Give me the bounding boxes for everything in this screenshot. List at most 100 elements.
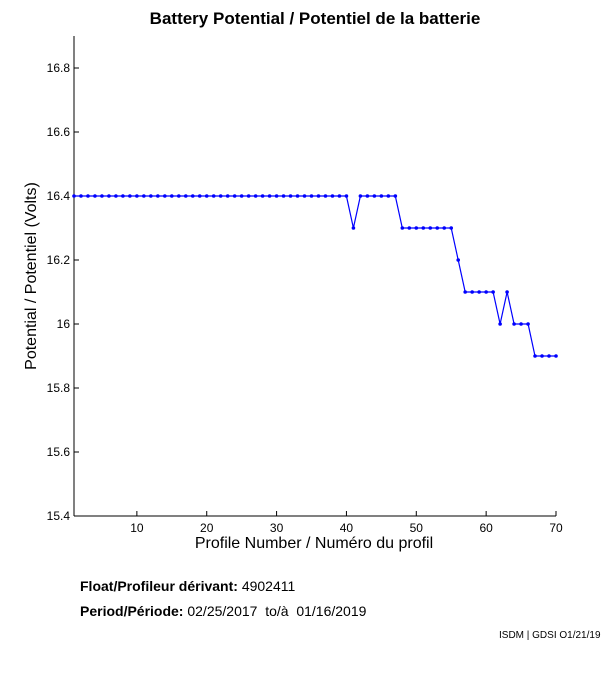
period-info: Period/Période: 02/25/2017 to/à 01/16/20… [80, 603, 366, 619]
data-point [128, 194, 132, 198]
data-point [288, 194, 293, 198]
x-tick-label: 30 [270, 521, 284, 535]
data-point [351, 226, 356, 230]
float-value: 4902411 [241, 578, 296, 594]
data-point [239, 194, 244, 198]
float-label: Float/Profileur dérivant: [80, 578, 238, 594]
data-point [93, 194, 97, 198]
data-point [183, 194, 188, 198]
data-point [121, 194, 125, 198]
data-point [442, 226, 447, 230]
data-point [156, 194, 160, 198]
data-point [484, 290, 488, 294]
data-point [407, 226, 412, 230]
data-point [470, 290, 474, 294]
data-point [519, 322, 523, 326]
x-tick-label: 10 [130, 521, 144, 535]
x-tick-label: 50 [410, 521, 424, 535]
float-info: Float/Profileur dérivant: 4902411 [80, 578, 295, 594]
y-tick-label: 15.4 [47, 509, 71, 523]
data-point [169, 194, 174, 198]
data-point [218, 194, 223, 198]
data-point [176, 194, 181, 198]
data-point [428, 226, 433, 230]
data-point [274, 194, 279, 198]
data-point [491, 290, 495, 294]
data-point [86, 194, 90, 198]
data-point [498, 322, 502, 326]
data-point [246, 194, 251, 198]
data-point [204, 194, 209, 198]
data-point [114, 194, 118, 198]
y-tick-label: 16.6 [47, 125, 71, 139]
x-axis-label: Profile Number / Numéro du profil [195, 535, 433, 552]
data-point [372, 194, 377, 198]
x-tick-label: 20 [200, 521, 214, 535]
data-point [253, 194, 258, 198]
x-tick-label: 70 [549, 521, 563, 535]
y-tick-label: 16 [57, 317, 71, 331]
data-point [379, 194, 384, 198]
x-tick-label: 60 [479, 521, 493, 535]
data-point [512, 322, 516, 326]
data-point [281, 194, 286, 198]
data-point [267, 194, 272, 198]
data-point [449, 226, 454, 230]
tick-labels: 10 20 30 40 50 60 70 15.4 15.6 15.8 16 16.2 16.4 16.6… [47, 61, 563, 535]
data-point [72, 194, 76, 198]
data-point [309, 194, 314, 198]
data-point [358, 194, 363, 198]
data-point [526, 322, 530, 326]
data-point [225, 194, 230, 198]
period-label: Period/Période: [80, 603, 184, 619]
y-tick-label: 16.8 [47, 61, 71, 75]
y-tick-label: 15.6 [47, 445, 71, 459]
data-point [135, 194, 139, 198]
data-point [197, 194, 202, 198]
data-point [232, 194, 237, 198]
data-point [435, 226, 440, 230]
period-value: 02/25/2017 to/à 01/16/2019 [187, 603, 367, 619]
data-point [400, 226, 405, 230]
data-point [365, 194, 370, 198]
data-point [260, 194, 265, 198]
data-point [393, 194, 398, 198]
data-point [337, 194, 342, 198]
data-point [554, 354, 558, 358]
data-point [107, 194, 111, 198]
chart-title: Battery Potential / Potentiel de la batt… [150, 9, 481, 28]
data-point [456, 258, 461, 262]
data-point [330, 194, 335, 198]
data-point [302, 194, 307, 198]
data-point [421, 226, 426, 230]
data-point [505, 290, 509, 294]
series-line [74, 195, 556, 357]
data-point [540, 354, 544, 358]
data-point [163, 194, 167, 198]
data-point [295, 194, 300, 198]
data-point [533, 354, 537, 358]
data-point [386, 194, 391, 198]
y-tick-label: 15.8 [47, 381, 71, 395]
data-point [323, 194, 328, 198]
data-point [100, 194, 104, 198]
data-point [463, 290, 467, 294]
data-point [414, 226, 419, 230]
data-point [211, 194, 216, 198]
x-tick-label: 40 [340, 521, 354, 535]
data-point [547, 354, 551, 358]
y-tick-label: 16.4 [47, 189, 71, 203]
data-point [79, 194, 83, 198]
footer-credit: ISDM | GDSI O1/21/19 [499, 630, 601, 641]
data-point [190, 194, 195, 198]
data-point [316, 194, 321, 198]
data-point [149, 194, 153, 198]
y-axis-label: Potential / Potentiel (Volts) [23, 182, 40, 370]
y-tick-label: 16.2 [47, 253, 71, 267]
chart-axes [73, 36, 557, 517]
data-point [344, 194, 349, 198]
data-series [72, 194, 558, 358]
data-point [142, 194, 146, 198]
data-point [477, 290, 481, 294]
